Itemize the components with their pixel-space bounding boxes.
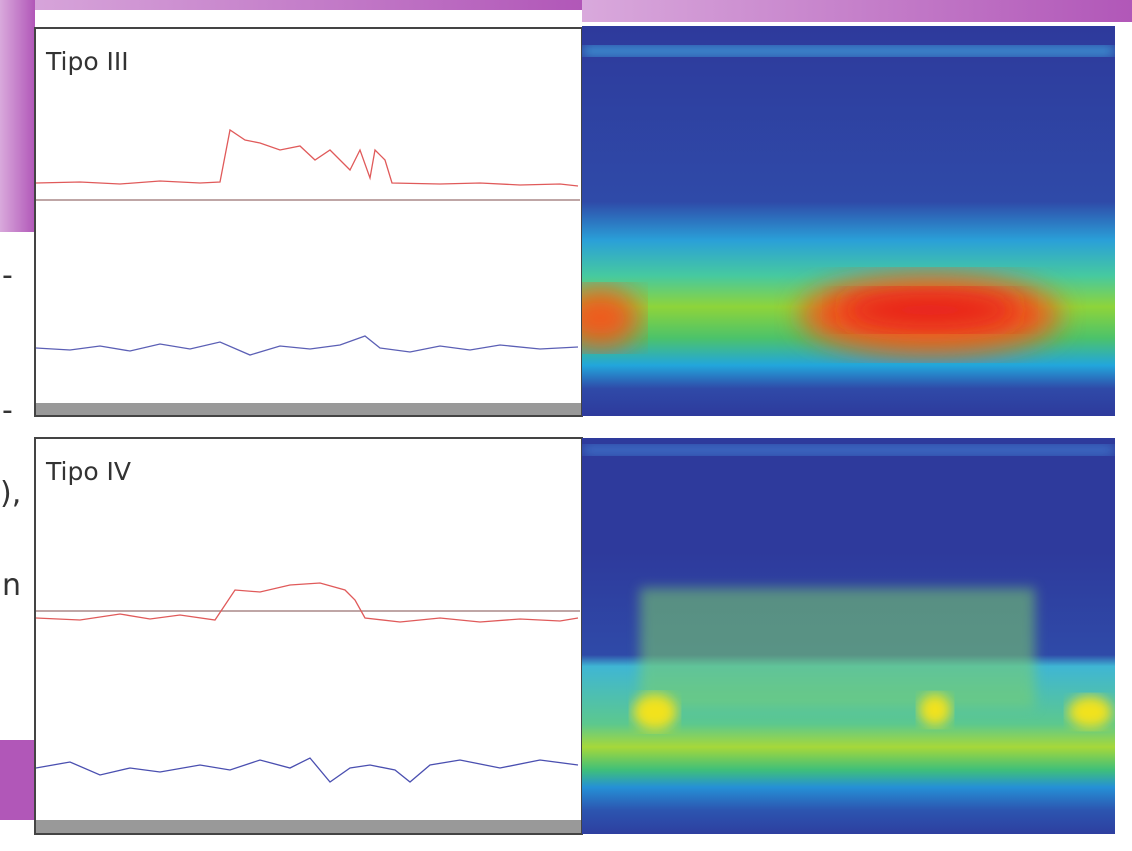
trace-box bbox=[34, 437, 583, 835]
trace bbox=[35, 335, 579, 356]
margin-text: ), bbox=[0, 476, 21, 511]
slide-band bbox=[0, 0, 582, 10]
time-bar bbox=[36, 403, 581, 415]
panel-label: Tipo IV bbox=[45, 457, 131, 486]
trace bbox=[35, 128, 579, 187]
margin-text: - bbox=[2, 393, 13, 428]
panel: Tipo III bbox=[34, 26, 1115, 417]
trace bbox=[35, 757, 579, 783]
panel-label: Tipo III bbox=[45, 47, 129, 76]
slide-band bbox=[0, 740, 35, 820]
heatmap bbox=[582, 438, 1115, 834]
heatmap bbox=[582, 26, 1115, 416]
trace-box bbox=[34, 27, 583, 417]
margin-text: n bbox=[2, 568, 21, 603]
margin-text: - bbox=[2, 258, 13, 293]
slide-band bbox=[0, 0, 35, 232]
trace bbox=[35, 582, 579, 623]
slide-band bbox=[582, 0, 1132, 22]
time-bar bbox=[36, 820, 581, 833]
panel: Tipo IV bbox=[34, 437, 1115, 835]
